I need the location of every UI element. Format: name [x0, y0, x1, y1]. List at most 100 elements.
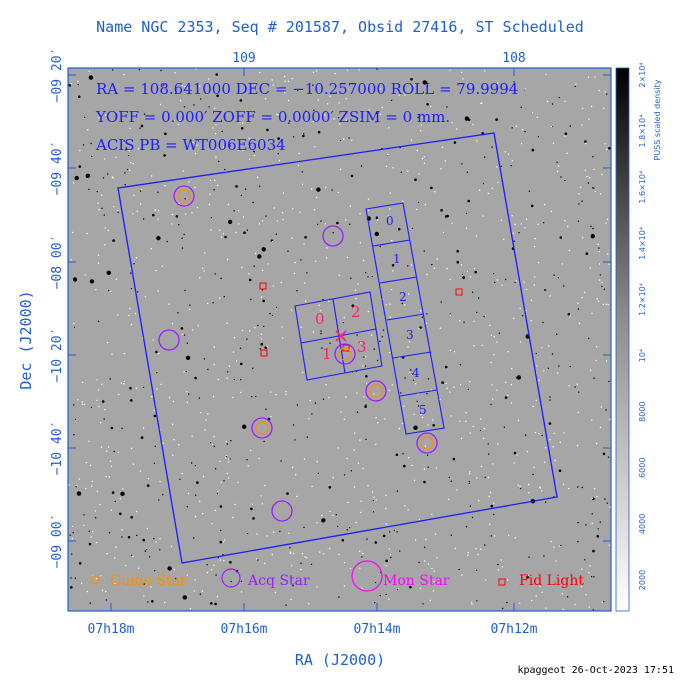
- star: [127, 154, 130, 157]
- star: [349, 567, 352, 569]
- star: [132, 162, 134, 165]
- chip-label-i0: 0: [315, 310, 325, 328]
- star: [467, 554, 469, 556]
- star: [250, 507, 253, 511]
- star: [528, 483, 530, 486]
- star: [450, 534, 452, 536]
- star: [601, 285, 603, 288]
- star: [96, 399, 98, 402]
- star: [518, 232, 520, 234]
- star: [219, 460, 221, 462]
- star: [259, 71, 261, 74]
- star: [100, 422, 102, 424]
- star: [407, 509, 409, 511]
- star: [171, 423, 174, 425]
- star: [590, 234, 595, 239]
- star: [293, 552, 295, 555]
- star: [312, 84, 314, 86]
- star: [250, 298, 252, 301]
- star: [328, 486, 332, 489]
- star: [158, 499, 160, 501]
- star: [569, 365, 571, 368]
- star: [264, 98, 267, 100]
- star: [296, 495, 298, 498]
- star: [479, 429, 482, 432]
- star: [534, 246, 536, 248]
- star: [507, 153, 510, 155]
- star: [317, 472, 320, 475]
- star: [413, 413, 415, 416]
- star: [444, 160, 446, 162]
- star: [453, 386, 455, 388]
- star: [269, 391, 272, 393]
- star: [271, 79, 273, 81]
- colorbar-tick-label: 8000: [638, 401, 647, 421]
- star: [556, 333, 558, 335]
- star: [576, 383, 578, 385]
- star: [114, 583, 116, 585]
- star: [78, 478, 81, 480]
- star: [605, 303, 607, 305]
- star: [474, 268, 476, 270]
- star: [504, 396, 508, 399]
- star: [592, 227, 594, 230]
- star: [528, 492, 530, 494]
- star: [365, 404, 367, 406]
- star: [375, 417, 377, 419]
- star: [446, 106, 448, 108]
- star: [563, 432, 565, 434]
- star: [215, 574, 217, 576]
- star: [337, 117, 340, 119]
- star: [483, 315, 485, 318]
- star: [604, 498, 606, 500]
- star: [304, 556, 306, 558]
- star: [511, 160, 513, 162]
- star: [574, 386, 576, 388]
- star: [143, 113, 146, 115]
- star: [225, 457, 227, 459]
- star: [211, 444, 214, 446]
- star: [316, 586, 318, 588]
- star: [226, 258, 229, 261]
- star: [101, 383, 103, 385]
- star: [256, 558, 258, 560]
- aimpoint-marker: [335, 330, 347, 342]
- star: [528, 190, 531, 192]
- star: [389, 316, 392, 318]
- star: [271, 240, 273, 243]
- star: [578, 193, 580, 195]
- star: [88, 188, 90, 191]
- acis-i-outline: [294, 291, 383, 381]
- star: [590, 576, 593, 578]
- star: [296, 290, 298, 292]
- star: [599, 274, 601, 276]
- star: [440, 209, 443, 212]
- star: [601, 173, 603, 176]
- star: [164, 601, 166, 604]
- star: [416, 400, 418, 403]
- star: [147, 478, 150, 480]
- star: [480, 465, 483, 468]
- star: [95, 541, 98, 544]
- star: [288, 532, 290, 534]
- star: [74, 418, 77, 421]
- star: [458, 568, 460, 571]
- star: [127, 535, 131, 539]
- star: [157, 210, 160, 212]
- star: [585, 594, 587, 596]
- star: [484, 70, 486, 72]
- star: [414, 178, 417, 181]
- star: [240, 194, 243, 197]
- star: [257, 559, 259, 561]
- star: [519, 487, 522, 490]
- star: [450, 415, 452, 417]
- star: [425, 322, 428, 325]
- star: [460, 384, 462, 386]
- star: [311, 413, 313, 415]
- star: [609, 506, 611, 508]
- star: [566, 152, 568, 154]
- star: [534, 276, 536, 278]
- star: [332, 514, 334, 517]
- star: [202, 512, 204, 515]
- star: [130, 447, 133, 449]
